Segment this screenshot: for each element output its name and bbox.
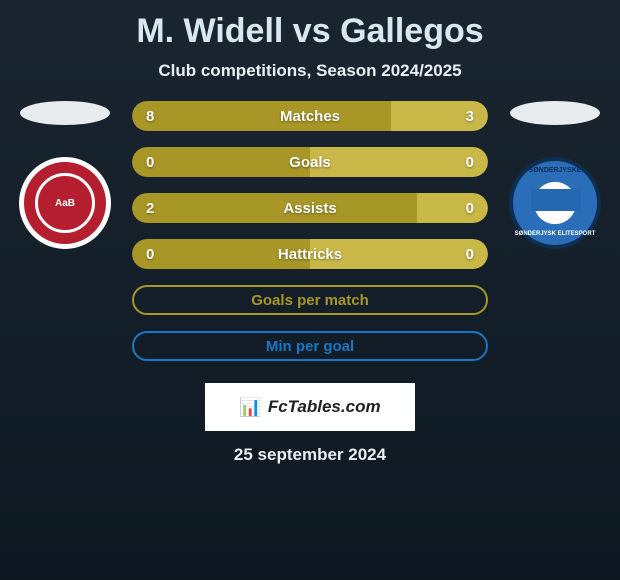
stat-value-right: 0 [466,154,474,171]
subtitle: Club competitions, Season 2024/2025 [0,61,620,81]
date-text: 25 september 2024 [0,445,620,465]
stat-bar-assists: 2 0 Assists [132,193,488,223]
bar-right-fill [310,147,488,177]
bar-left-fill [132,147,310,177]
right-player-col: SØNDERJYSKE SØNDERJYSK ELITESPORT [500,101,610,249]
left-player-col: AaB [10,101,120,249]
stat-bar-hattricks: 0 0 Hattricks [132,239,488,269]
stat-value-left: 0 [146,154,154,171]
stat-bar-goals: 0 0 Goals [132,147,488,177]
stat-bar-matches: 8 3 Matches [132,101,488,131]
stat-label: Goals [289,154,331,171]
club-logo-left: AaB [19,157,111,249]
stat-label: Matches [280,108,340,125]
stat-label: Goals per match [251,292,369,309]
club-logo-right-bottom-text: SØNDERJYSK ELITESPORT [513,231,597,237]
stat-value-right: 0 [466,246,474,263]
comparison-card: M. Widell vs Gallegos Club competitions,… [0,0,620,465]
stat-label: Min per goal [266,338,354,355]
brand-badge[interactable]: 📊 FcTables.com [205,383,415,431]
stat-bar-goals-per-match: Goals per match [132,285,488,315]
bar-right-fill [417,193,488,223]
brand-text: FcTables.com [268,397,381,417]
bar-left-fill [132,101,391,131]
stats-column: 8 3 Matches 0 0 Goals 2 0 Assists 0 0 Hattricks Goal… [120,101,500,377]
player-head-right [510,101,600,125]
stat-label: Assists [283,200,336,217]
brand-icon: 📊 [239,397,261,418]
page-title: M. Widell vs Gallegos [0,12,620,51]
stat-value-left: 2 [146,200,154,217]
stat-value-left: 0 [146,246,154,263]
club-logo-right-stripes [531,189,581,211]
stat-label: Hattricks [278,246,342,263]
stat-value-right: 3 [466,108,474,125]
club-logo-right-top-text: SØNDERJYSKE [513,167,597,174]
stat-value-right: 0 [466,200,474,217]
club-logo-right: SØNDERJYSKE SØNDERJYSK ELITESPORT [509,157,601,249]
main-row: AaB 8 3 Matches 0 0 Goals 2 0 Assists 0 0 Hattricks… [0,101,620,377]
stat-bar-min-per-goal: Min per goal [132,331,488,361]
bar-left-fill [132,193,417,223]
player-head-left [20,101,110,125]
club-logo-left-text: AaB [35,173,95,233]
stat-value-left: 8 [146,108,154,125]
